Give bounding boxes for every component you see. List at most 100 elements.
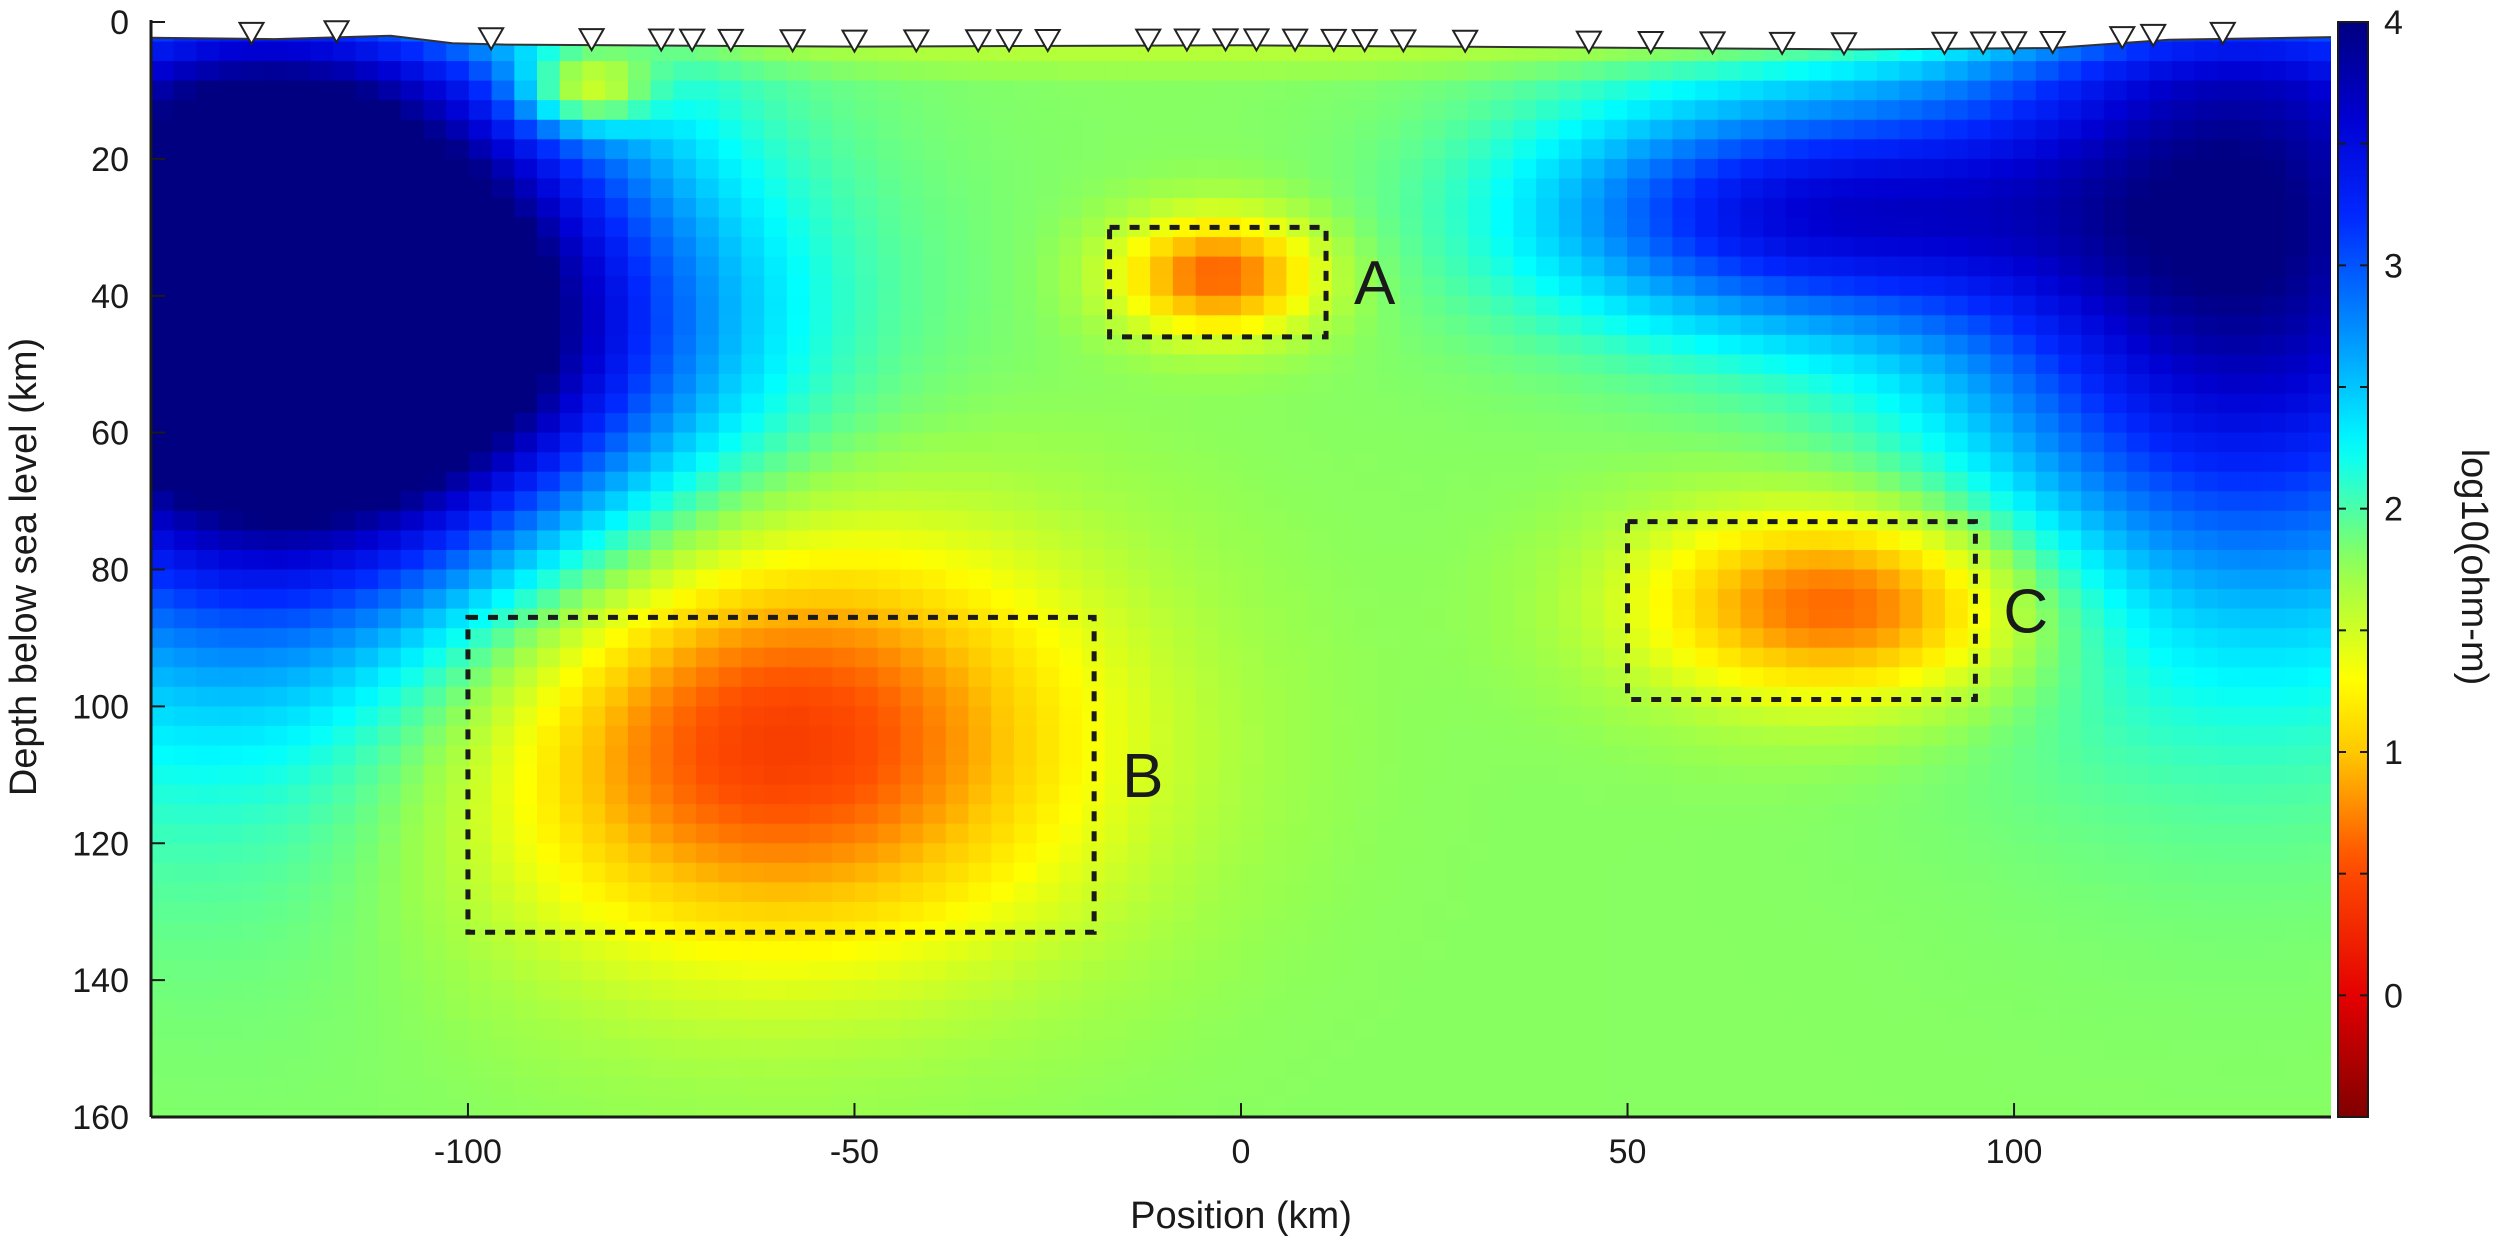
heatmap-cell: [718, 765, 743, 786]
heatmap-cell: [1218, 178, 1242, 199]
heatmap-cell: [1854, 217, 1878, 238]
heatmap-cell: [1899, 217, 1924, 238]
heatmap-cell: [219, 725, 243, 747]
heatmap-cell: [968, 530, 993, 551]
heatmap-cell: [1831, 354, 1855, 375]
heatmap-cell: [923, 725, 947, 747]
heatmap-cell: [537, 295, 561, 317]
heatmap-cell: [2035, 373, 2060, 395]
heatmap-cell: [332, 686, 357, 708]
heatmap-cell: [468, 80, 493, 102]
heatmap-cell: [1490, 745, 1515, 766]
heatmap-cell: [1604, 139, 1628, 160]
heatmap-cell: [627, 608, 652, 629]
heatmap-cell: [673, 941, 697, 962]
heatmap-cell: [627, 276, 652, 297]
heatmap-cell: [400, 647, 425, 669]
heatmap-cell: [241, 589, 266, 610]
heatmap-cell: [1377, 804, 1401, 825]
heatmap-cell: [1876, 80, 1901, 102]
heatmap-cell: [2035, 510, 2060, 532]
heatmap-cell: [741, 960, 765, 981]
heatmap-cell: [1013, 334, 1038, 356]
heatmap-cell: [650, 178, 675, 199]
heatmap-cell: [1150, 237, 1174, 258]
heatmap-cell: [2149, 765, 2173, 786]
heatmap-cell: [491, 432, 516, 453]
heatmap-cell: [468, 315, 493, 336]
heatmap-cell: [1399, 510, 1424, 532]
heatmap-cell: [991, 862, 1015, 884]
heatmap-cell: [2262, 373, 2287, 395]
heatmap-cell: [491, 80, 516, 102]
heatmap-cell: [309, 765, 334, 786]
heatmap-cell: [1013, 725, 1038, 747]
heatmap-cell: [537, 784, 561, 805]
heatmap-cell: [332, 862, 357, 884]
heatmap-cell: [1922, 686, 1946, 708]
heatmap-cell: [718, 667, 743, 688]
heatmap-cell: [2285, 686, 2310, 708]
heatmap-cell: [1763, 725, 1787, 747]
heatmap-cell: [468, 471, 493, 493]
heatmap-cell: [900, 901, 924, 923]
heatmap-cell: [2035, 647, 2060, 669]
heatmap-cell: [1490, 921, 1515, 942]
heatmap-cell: [1286, 452, 1310, 473]
heatmap-cell: [1468, 784, 1492, 805]
heatmap-cell: [764, 765, 788, 786]
heatmap-cell: [1082, 334, 1106, 356]
heatmap-cell: [1150, 334, 1174, 356]
heatmap-cell: [514, 667, 538, 688]
heatmap-cell: [468, 237, 493, 258]
heatmap-cell: [1808, 706, 1833, 727]
heatmap-cell: [1604, 158, 1628, 180]
heatmap-cell: [2013, 1019, 2037, 1040]
heatmap-cell: [741, 178, 765, 199]
heatmap-cell: [2285, 941, 2310, 962]
heatmap-cell: [309, 921, 334, 942]
heatmap-cell: [378, 628, 402, 649]
heatmap-cell: [1672, 745, 1696, 766]
heatmap-cell: [1377, 608, 1401, 629]
heatmap-cell: [718, 901, 743, 923]
heatmap-cell: [2217, 725, 2241, 747]
heatmap-cell: [1854, 80, 1878, 102]
heatmap-cell: [650, 217, 675, 238]
heatmap-cell: [718, 725, 743, 747]
heatmap-cell: [1445, 745, 1469, 766]
heatmap-cell: [1263, 237, 1288, 258]
heatmap-cell: [287, 589, 311, 610]
heatmap-cell: [2013, 706, 2037, 727]
heatmap-cell: [1104, 804, 1129, 825]
heatmap-cell: [1195, 139, 1220, 160]
heatmap-cell: [378, 901, 402, 923]
heatmap-cell: [2194, 921, 2219, 942]
heatmap-cell: [809, 901, 834, 923]
heatmap-cell: [1286, 784, 1310, 805]
heatmap-cell: [741, 119, 765, 141]
heatmap-cell: [718, 256, 743, 277]
heatmap-cell: [1490, 784, 1515, 805]
heatmap-cell: [2194, 725, 2219, 747]
heatmap-cell: [1808, 882, 1833, 903]
heatmap-cell: [1922, 217, 1946, 238]
heatmap-cell: [2126, 354, 2151, 375]
heatmap-cell: [1309, 178, 1333, 199]
heatmap-cell: [900, 119, 924, 141]
heatmap-cell: [1695, 647, 1719, 669]
heatmap-cell: [1127, 510, 1151, 532]
heatmap-cell: [1104, 1019, 1129, 1040]
heatmap-cell: [832, 413, 856, 434]
heatmap-cell: [1082, 941, 1106, 962]
heatmap-cell: [1740, 549, 1765, 571]
heatmap-cell: [196, 100, 220, 121]
heatmap-cell: [400, 960, 425, 981]
heatmap-cell: [1944, 139, 1969, 160]
heatmap-cell: [1695, 862, 1719, 884]
heatmap-cell: [423, 882, 448, 903]
heatmap-cell: [2285, 843, 2310, 864]
heatmap-cell: [2058, 256, 2083, 277]
heatmap-cell: [1082, 80, 1106, 102]
heatmap-cell: [945, 921, 970, 942]
